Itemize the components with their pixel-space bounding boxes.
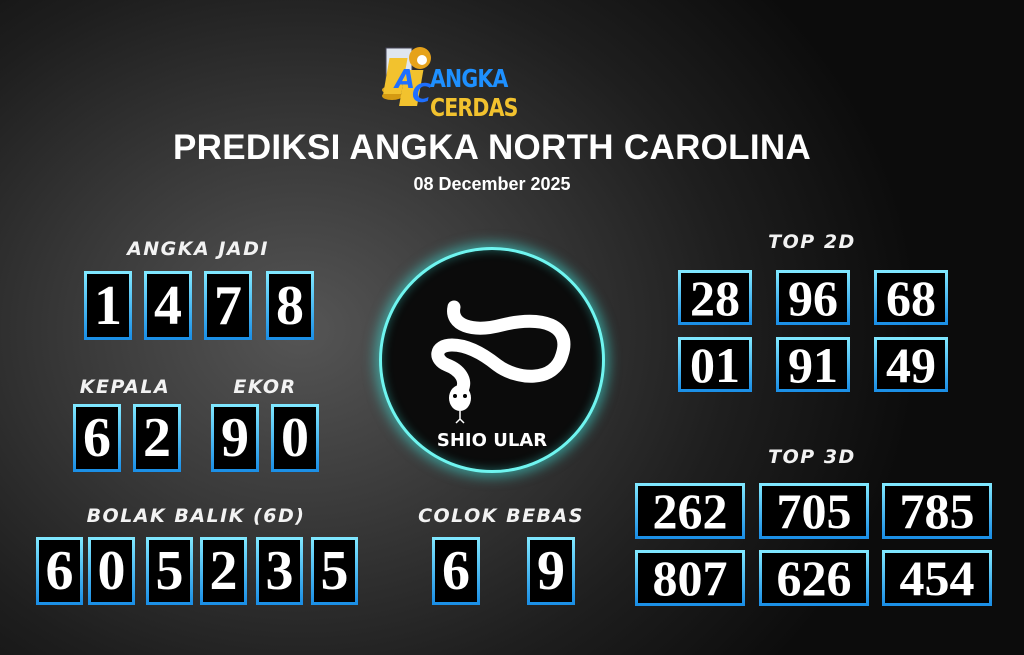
logo-text-cerdas: CERDAS <box>430 93 518 122</box>
logo-emblem-icon: A C <box>382 47 431 108</box>
bolak-balik-digit: 3 <box>256 537 303 605</box>
top-2d-number: 91 <box>776 337 850 392</box>
bolak-balik-digit: 2 <box>200 537 247 605</box>
date: 08 December 2025 <box>413 174 571 194</box>
ekor-digit: 9 <box>211 404 259 472</box>
top-3d-number: 785 <box>882 483 992 539</box>
top-3d-number: 807 <box>635 550 745 606</box>
angka-cerdas-logo: A C ANGKA CERDAS <box>378 44 608 122</box>
top-3d-number: 262 <box>635 483 745 539</box>
angka-jadi-label: ANGKA JADI <box>127 238 269 260</box>
top-2d-number: 28 <box>678 270 752 325</box>
angka-jadi-digit: 4 <box>144 271 192 340</box>
bolak-balik-digit: 5 <box>311 537 358 605</box>
snake-icon <box>431 300 571 424</box>
bolak-balik-digit: 5 <box>146 537 193 605</box>
shio-circle: SHIO ULAR <box>379 247 605 473</box>
logo-text-angka: ANGKA <box>430 64 508 93</box>
page-title: PREDIKSI ANGKA NORTH CAROLINA <box>172 128 812 167</box>
angka-jadi-digit: 7 <box>204 271 252 340</box>
angka-jadi-digit: 1 <box>84 271 132 340</box>
colok-bebas-digit: 9 <box>527 537 575 605</box>
kepala-label: KEPALA <box>79 376 171 398</box>
logo-text: ANGKA CERDAS <box>430 64 576 122</box>
top-3d-number: 626 <box>759 550 869 606</box>
shio-label: SHIO ULAR <box>436 430 548 451</box>
colok-bebas-label: COLOK BEBAS <box>418 505 584 527</box>
bolak-balik-digit: 6 <box>36 537 83 605</box>
bolak-balik-digit: 0 <box>88 537 135 605</box>
top-2d-number: 01 <box>678 337 752 392</box>
top-2d-number: 49 <box>874 337 948 392</box>
ekor-label: EKOR <box>233 376 297 398</box>
top-2d-label: TOP 2D <box>768 231 856 253</box>
top-3d-label: TOP 3D <box>768 446 856 468</box>
top-3d-number: 454 <box>882 550 992 606</box>
angka-jadi-digit: 8 <box>266 271 314 340</box>
colok-bebas-digit: 6 <box>432 537 480 605</box>
ekor-digit: 0 <box>271 404 319 472</box>
kepala-digit: 6 <box>73 404 121 472</box>
top-2d-number: 96 <box>776 270 850 325</box>
kepala-digit: 2 <box>133 404 181 472</box>
top-3d-number: 705 <box>759 483 869 539</box>
top-2d-number: 68 <box>874 270 948 325</box>
svg-text:C: C <box>412 79 431 108</box>
svg-text:A: A <box>393 65 415 95</box>
bolak-balik-label: BOLAK BALIK (6D) <box>86 505 306 527</box>
